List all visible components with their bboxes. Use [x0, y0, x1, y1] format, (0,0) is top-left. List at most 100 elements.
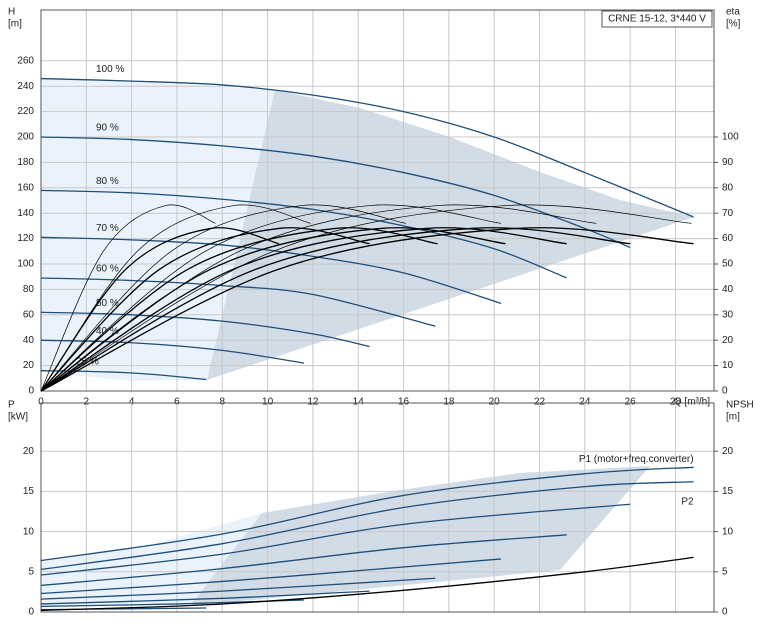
x-tick-label: 2 [84, 397, 90, 408]
y2-tick-label: 90 [722, 157, 734, 168]
x-tick-label: 20 [489, 397, 501, 408]
y2-tick-label: 20 [722, 335, 734, 346]
y-tick-label: 240 [17, 81, 34, 92]
y2-tick-label: 60 [722, 233, 734, 244]
secondary-curve [40, 227, 370, 392]
y-tick-label: 10 [23, 526, 35, 537]
secondary-curve [40, 227, 506, 392]
y-tick-label: 200 [17, 132, 34, 143]
x-tick-label: 6 [174, 397, 180, 408]
secondary-curve [40, 204, 406, 392]
curve [40, 189, 567, 279]
curve [40, 534, 567, 587]
curve [40, 558, 502, 595]
curve-label: 50 % [96, 298, 119, 309]
y2-tick-label: 10 [722, 526, 734, 537]
y2-axis-label: eta [726, 7, 740, 18]
y-tick-label: 15 [23, 486, 35, 497]
y-tick-label: 5 [28, 566, 34, 577]
x-tick-label: 12 [307, 397, 319, 408]
x-tick-label: 14 [353, 397, 365, 408]
x-tick-label: 24 [579, 397, 591, 408]
y-tick-label: 160 [17, 182, 34, 193]
plot-frame [40, 9, 715, 392]
y-tick-label: 0 [28, 386, 34, 397]
y2-axis-label: NPSH [726, 400, 754, 411]
y-axis-unit: [m] [8, 19, 22, 30]
x-tick-label: 0 [38, 397, 44, 408]
curve-label: 60 % [96, 264, 119, 275]
y-tick-label: 220 [17, 106, 34, 117]
y-axis-label: P [8, 400, 15, 411]
range-light [41, 78, 275, 381]
x-tick-label: 22 [534, 397, 546, 408]
y-tick-label: 260 [17, 55, 34, 66]
curve [40, 236, 502, 304]
secondary-curve [40, 227, 280, 392]
x-tick-label: 28 [670, 397, 682, 408]
y2-tick-label: 10 [722, 360, 734, 371]
secondary-curve [40, 204, 692, 392]
curve [40, 277, 436, 327]
x-tick-label: 16 [398, 397, 410, 408]
y-tick-label: 100 [17, 259, 34, 270]
secondary-curve [40, 204, 216, 392]
y-tick-label: 40 [23, 335, 35, 346]
x-tick-label: 18 [443, 397, 455, 408]
curve [40, 577, 436, 600]
y-axis-unit: [kW] [8, 412, 28, 423]
y2-tick-label: 70 [722, 208, 734, 219]
x-tick-label: 26 [625, 397, 637, 408]
y-tick-label: 20 [23, 446, 35, 457]
curve [40, 77, 694, 218]
y2-tick-label: 0 [722, 386, 728, 397]
y2-tick-label: 0 [722, 607, 728, 618]
y2-tick-label: 20 [722, 446, 734, 457]
curve-label: 80 % [96, 176, 119, 187]
secondary-curve [40, 227, 694, 392]
y2-tick-label: 15 [722, 486, 734, 497]
y2-tick-label: 80 [722, 182, 734, 193]
range-dark [190, 466, 650, 606]
secondary-curve [40, 556, 694, 612]
y2-tick-label: 50 [722, 259, 734, 270]
curve-label: 90 % [96, 123, 119, 134]
y2-tick-label: 100 [722, 132, 739, 143]
annotation-box [601, 10, 713, 28]
curve [40, 136, 631, 249]
curve-label: 100 % [96, 64, 124, 75]
y-tick-label: 20 [23, 360, 35, 371]
plot-frame [40, 402, 715, 613]
y2-tick-label: 30 [722, 309, 734, 320]
curve-label: 70 % [96, 223, 119, 234]
y2-axis-unit: [%] [726, 19, 741, 30]
x-tick-label: 10 [262, 397, 274, 408]
x-axis-label: Q [m³/h] [674, 397, 710, 408]
y-tick-label: 0 [28, 607, 34, 618]
curve [40, 339, 304, 364]
y-tick-label: 120 [17, 233, 34, 244]
y-tick-label: 80 [23, 284, 35, 295]
curve [40, 311, 370, 348]
y-tick-label: 140 [17, 208, 34, 219]
secondary-curve [40, 227, 631, 392]
y2-axis-unit: [m] [726, 412, 740, 423]
secondary-curve [40, 204, 597, 392]
curve [40, 466, 694, 562]
annotation: CRNE 15-12, 3*440 V [608, 14, 706, 25]
y-tick-label: 60 [23, 309, 35, 320]
y2-tick-label: 5 [722, 566, 728, 577]
x-tick-label: 4 [129, 397, 135, 408]
curve-label: P1 (motor+freq.converter) [579, 454, 694, 465]
y2-tick-label: 40 [722, 284, 734, 295]
secondary-curve [40, 204, 502, 392]
x-tick-label: 8 [219, 397, 225, 408]
curve-label: P2 [681, 496, 694, 507]
curve [40, 503, 631, 576]
y-tick-label: 180 [17, 157, 34, 168]
secondary-curve [40, 227, 567, 392]
y-axis-label: H [8, 7, 15, 18]
curve [40, 481, 694, 571]
curve [40, 590, 370, 605]
